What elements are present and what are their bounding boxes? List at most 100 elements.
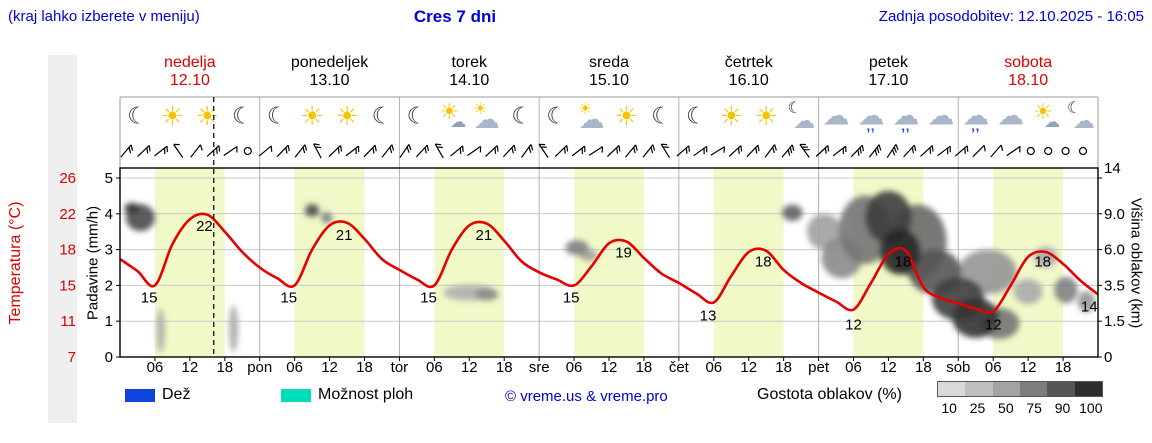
wind-barb-icon xyxy=(294,144,308,158)
moon-glyph: ☾ xyxy=(686,102,707,129)
cloud-blob xyxy=(124,202,139,214)
day-header-četrtek: četrtek 16.10 xyxy=(679,54,819,90)
cloud-rain-icon: ☁’’ xyxy=(890,98,922,140)
wind-barb-icon xyxy=(381,144,395,158)
moon-glyph: ☾ xyxy=(266,102,288,129)
temp-tick-label: 7 xyxy=(68,349,76,366)
wind-barb-icon xyxy=(588,146,604,156)
calm-icon xyxy=(1061,146,1070,156)
cloud-blob xyxy=(565,240,589,256)
cloud-big-glyph: ☁ xyxy=(997,100,1025,131)
density-value: 10 xyxy=(941,400,957,416)
page-title: Cres 7 dni xyxy=(413,7,497,26)
day-abbrev-label: pet xyxy=(808,359,830,376)
wind-barb-icon xyxy=(728,145,743,157)
cloud-density-values: 10 25 50 75 90 100 xyxy=(935,400,1105,416)
density-segment-90 xyxy=(1047,382,1075,396)
temperature-axis-label: Temperatura (°C) xyxy=(7,201,24,325)
precip-tick-label: 4 xyxy=(105,206,113,223)
temp-value-label: 18 xyxy=(1034,254,1051,271)
wind-barb-icon xyxy=(868,144,882,158)
wind-barb-icon xyxy=(693,145,708,157)
day-date: 15.10 xyxy=(588,72,630,89)
density-value: 75 xyxy=(1026,400,1042,416)
wind-barb-icon xyxy=(799,143,810,158)
day-header-torek: torek 14.10 xyxy=(399,54,539,90)
copyright-link[interactable]: © vreme.us & vreme.pro xyxy=(505,388,668,405)
rain-marks-glyph: ’’ xyxy=(901,124,911,141)
temp-value-label: 15 xyxy=(563,289,580,306)
sun-glyph: ☀ xyxy=(160,101,185,131)
cloud-rain-icon: ☁’’ xyxy=(855,98,887,140)
wind-barb-icon xyxy=(120,144,134,158)
cloud-blob xyxy=(304,204,320,217)
wind-barb-icon xyxy=(154,145,168,157)
rain-marks-glyph: ’’ xyxy=(971,124,981,141)
temp-tick-label: 22 xyxy=(59,206,76,223)
day-header-petek: petek 17.10 xyxy=(819,54,959,90)
x-axis-labels: 06 12 18 06 12 18 06 12 18 06 12 18 06 12 18 06 12 18 06 12… xyxy=(147,359,1072,376)
cloud-small-glyph: ☁ xyxy=(1043,114,1060,132)
cloud-blob xyxy=(1077,290,1096,313)
wind-barb-icon xyxy=(850,144,864,158)
day-name: torek xyxy=(451,54,488,71)
hour-label: 12 xyxy=(1020,359,1037,376)
moon-glyph: ☾ xyxy=(371,102,393,129)
cloud-density-scale xyxy=(937,381,1103,397)
moon-glyph: ☾ xyxy=(127,102,148,129)
moon-icon: ☾ xyxy=(366,98,398,134)
density-value: 50 xyxy=(998,400,1014,416)
hour-label: 12 xyxy=(880,359,897,376)
cloud-rain-icon: ☁’’ xyxy=(960,98,992,140)
cloud-low-glyph: ☁ xyxy=(793,108,816,134)
daylight-band xyxy=(574,168,644,357)
sun-mid-glyph: ☀ xyxy=(439,99,460,125)
moon-icon: ☾ xyxy=(645,98,677,134)
cloud-density-label: Gostota oblakov (%) xyxy=(757,386,902,403)
hour-label: 12 xyxy=(461,359,478,376)
hour-label: 18 xyxy=(915,359,932,376)
moon-small-glyph: ☾ xyxy=(1066,99,1082,117)
hour-label: 06 xyxy=(566,359,583,376)
wind-barb-icon xyxy=(886,143,899,159)
wind-barb-icon xyxy=(606,144,621,158)
hour-label: 18 xyxy=(636,359,653,376)
wind-barb-icon xyxy=(313,143,322,159)
density-value: 90 xyxy=(1054,400,1071,416)
moon-icon: ☾ xyxy=(261,98,293,134)
cloud-big-glyph: ☁ xyxy=(892,100,920,131)
wind-barb-icon xyxy=(399,144,412,158)
cloud-big-glyph: ☁ xyxy=(822,100,850,131)
cloud-low-glyph: ☁ xyxy=(1072,108,1095,134)
hour-label: 06 xyxy=(705,359,722,376)
wind-barb-icon xyxy=(521,144,534,158)
wind-barb-icon xyxy=(434,143,444,159)
cloud-tick-label: 3.5 xyxy=(1104,277,1125,294)
temp-value-label: 15 xyxy=(420,289,437,306)
hour-label: 12 xyxy=(321,359,338,376)
cloud-small-glyph: ☁ xyxy=(450,114,467,132)
cloud-blob xyxy=(1013,278,1043,305)
wind-barb-icon xyxy=(642,144,656,158)
wind-barb-icon xyxy=(746,144,760,158)
wind-barb-icon xyxy=(502,144,516,158)
moon-small-glyph: ☾ xyxy=(787,99,802,117)
wind-barb-icon xyxy=(710,146,725,156)
sun-icon: ☀ xyxy=(610,98,642,134)
wind-barb-icon xyxy=(554,144,569,158)
temp-value-label: 13 xyxy=(700,307,717,324)
cloud-blob xyxy=(156,308,165,353)
moon-glyph: ☾ xyxy=(546,102,567,129)
cloud-blob xyxy=(782,204,803,221)
temperature-curve xyxy=(120,212,1098,315)
menu-hint: (kraj lahko izberete v meniju) xyxy=(8,8,200,25)
density-segment-100 xyxy=(1074,382,1102,396)
moon-icon: ☾ xyxy=(506,98,538,134)
day-header-ponedeljek: ponedeljek 13.10 xyxy=(260,54,400,90)
density-segment-75 xyxy=(1019,382,1048,396)
wind-barb-icon xyxy=(328,144,342,158)
temp-tick-label: 11 xyxy=(60,313,76,330)
temp-value-label: 15 xyxy=(280,289,297,306)
sun-icon: ☀ xyxy=(296,98,328,134)
